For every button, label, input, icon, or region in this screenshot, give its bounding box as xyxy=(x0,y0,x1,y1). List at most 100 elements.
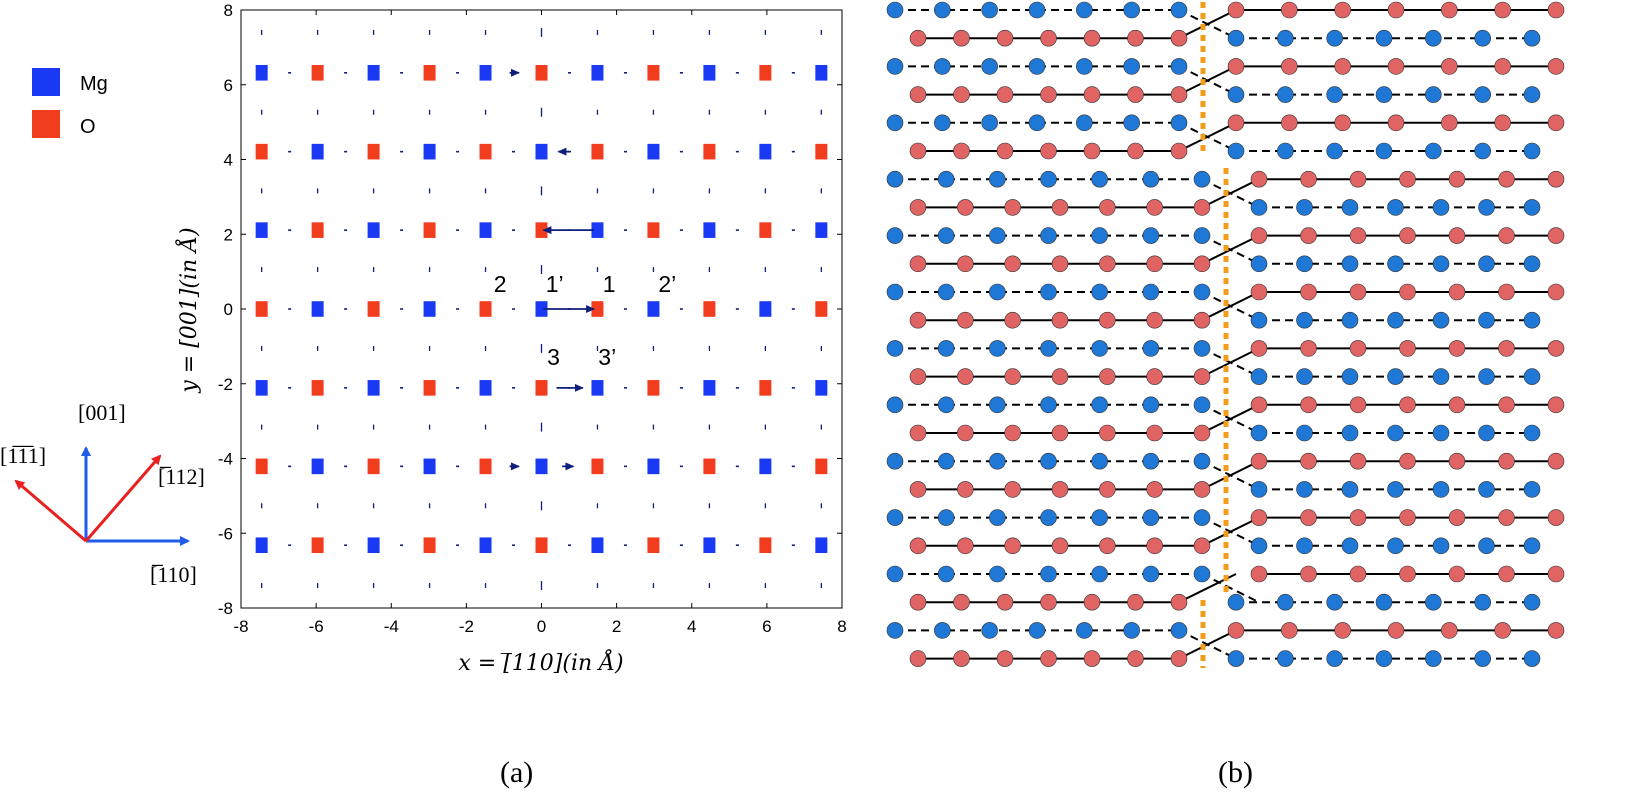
mg-atom xyxy=(1296,368,1313,385)
mg-atom xyxy=(535,301,548,317)
o-atom xyxy=(647,222,660,238)
x-tick-label: 4 xyxy=(687,617,696,636)
mg-atom xyxy=(989,340,1006,357)
y-tick-label: 8 xyxy=(224,1,233,20)
mg-atom xyxy=(1326,29,1343,47)
mg-atom xyxy=(1076,622,1093,639)
mg-atom xyxy=(1193,396,1211,414)
mg-atom xyxy=(1296,255,1313,273)
mg-atom xyxy=(1425,86,1442,103)
mg-atom xyxy=(1523,593,1541,611)
o-atom xyxy=(1146,311,1163,329)
chain-crossing xyxy=(1201,291,1260,322)
o-atom xyxy=(1349,170,1367,188)
o-atom xyxy=(1127,29,1144,47)
mg-atom xyxy=(367,64,380,81)
o-atom xyxy=(1127,86,1144,103)
mg-atom xyxy=(647,143,660,160)
o-atom xyxy=(1040,142,1057,160)
o-atom xyxy=(479,143,492,160)
mg-atom xyxy=(934,622,951,639)
legend: Mg O xyxy=(32,68,108,138)
mg-atom xyxy=(1387,255,1404,273)
mg-atom xyxy=(1193,452,1211,470)
o-atom xyxy=(957,255,974,273)
o-atom xyxy=(1127,650,1144,667)
axis-ticks: -8 -6 -4 -2 0 2 4 6 8 -8 -6 -4 -2 0 2 4 6 8 xyxy=(218,1,847,636)
mg-atom xyxy=(886,622,904,639)
mg-atom xyxy=(1123,114,1140,132)
mg-atom xyxy=(1040,509,1057,526)
o-atom xyxy=(957,424,974,442)
mg-atom xyxy=(535,143,548,160)
o-atom xyxy=(311,64,324,81)
o-atom xyxy=(909,142,927,160)
o-atom xyxy=(1448,565,1466,583)
mg-atom xyxy=(1296,481,1313,498)
mg-atom xyxy=(1375,86,1393,103)
o-atom xyxy=(1498,170,1515,188)
mg-atom xyxy=(479,222,492,238)
mg-atom xyxy=(989,396,1006,414)
mg-atom xyxy=(367,537,380,554)
o-atom xyxy=(1300,227,1317,244)
mg-atom xyxy=(1375,650,1393,667)
o-atom xyxy=(1300,509,1317,526)
o-atom xyxy=(1099,199,1116,216)
mg-atom xyxy=(1142,396,1160,414)
o-atom xyxy=(1399,170,1416,188)
o-atom xyxy=(1498,227,1515,244)
mg-atom xyxy=(815,380,828,396)
mg-atom xyxy=(1091,509,1108,526)
mg-atom xyxy=(1425,650,1442,667)
mg-atom xyxy=(1523,255,1541,273)
o-atom xyxy=(909,86,927,103)
mg-atom xyxy=(1040,452,1057,470)
o-atom xyxy=(1399,340,1416,357)
o-atom xyxy=(1349,283,1367,301)
mg-atom xyxy=(1326,593,1343,611)
o-atom xyxy=(1051,199,1069,216)
o-atom xyxy=(1250,340,1268,357)
o-atom xyxy=(996,29,1014,47)
mg-atom xyxy=(1296,199,1313,216)
mg-atom xyxy=(1028,114,1046,132)
mg-atom xyxy=(479,64,492,81)
boundary-atom-chains xyxy=(886,1,1565,668)
o-atom xyxy=(1448,452,1466,470)
mg-atom xyxy=(1296,537,1313,555)
o-atom xyxy=(1004,311,1021,329)
mg-atom xyxy=(989,565,1006,583)
chain-crossing xyxy=(1178,629,1237,660)
o-atom xyxy=(1127,142,1144,160)
mg-atom xyxy=(1076,58,1093,75)
o-atom xyxy=(1448,283,1466,301)
mg-atom xyxy=(591,380,604,396)
o-atom xyxy=(957,311,974,329)
o-atom xyxy=(1004,199,1021,216)
mg-atom xyxy=(1250,537,1268,555)
o-atom xyxy=(1146,537,1163,555)
mg-atom xyxy=(1123,622,1140,639)
o-atom xyxy=(1334,1,1351,19)
mg-atom xyxy=(1091,452,1108,470)
mg-atom xyxy=(989,283,1006,301)
mg-atom xyxy=(367,380,380,396)
o-atom xyxy=(1099,537,1116,555)
mg-atom xyxy=(815,222,828,238)
x-tick-label: -8 xyxy=(233,617,248,636)
mg-atom xyxy=(1341,424,1359,442)
mg-atom xyxy=(1341,199,1359,216)
o-atom xyxy=(1387,114,1405,132)
mg-atom xyxy=(934,1,951,19)
mg-atom xyxy=(1474,86,1491,103)
o-atom xyxy=(909,537,927,555)
site-label: 2’ xyxy=(658,271,676,297)
o-atom xyxy=(703,143,716,160)
o-atom xyxy=(953,142,970,160)
mg-atom xyxy=(1432,255,1450,273)
o-atom xyxy=(909,368,927,385)
o-atom xyxy=(1193,311,1211,329)
mg-atom xyxy=(886,58,904,75)
